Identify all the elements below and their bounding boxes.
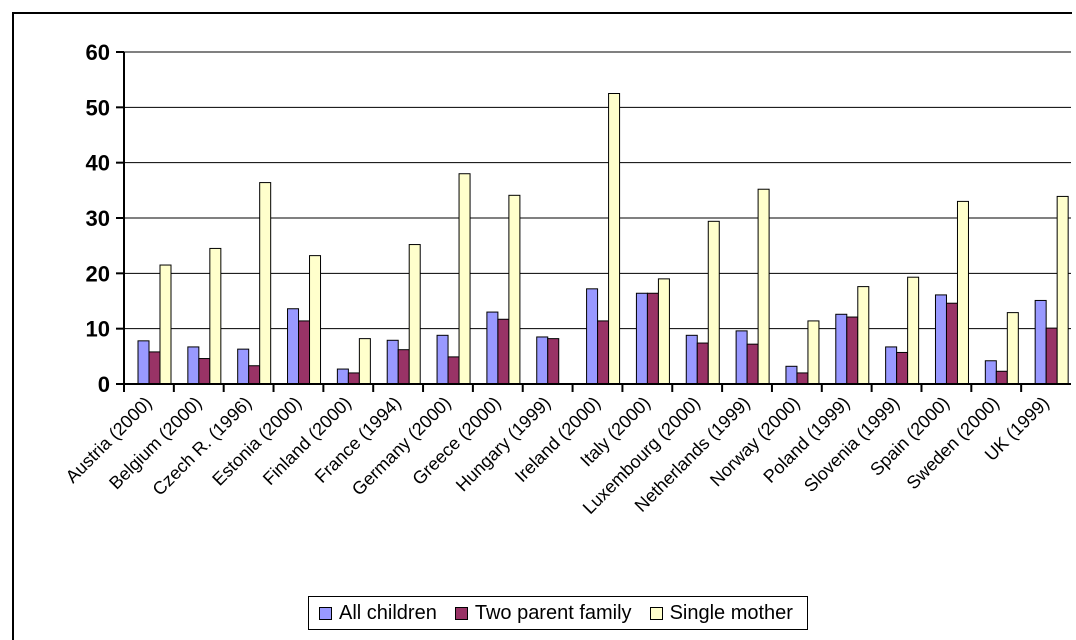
- x-tick-label: Norway (2000): [706, 393, 804, 491]
- y-tick-label: 40: [86, 151, 110, 176]
- bar-two-parent-family: [597, 320, 610, 385]
- bar-single-mother: [807, 320, 820, 385]
- bar-two-parent-family: [547, 338, 560, 385]
- y-tick-labels: 0 10 20 30 40 50 60: [86, 40, 110, 397]
- bar-all-children: [536, 336, 549, 385]
- bar-all-children: [685, 334, 698, 385]
- legend-item-two-parent-family: Two parent family: [454, 601, 632, 625]
- bar-all-children: [436, 334, 449, 385]
- bar-single-mother: [707, 220, 720, 385]
- y-tick-label: 20: [86, 261, 110, 286]
- legend-swatch-all-children: [319, 606, 332, 620]
- bar-single-mother: [209, 247, 222, 385]
- bar-single-mother: [657, 278, 670, 385]
- bar-all-children: [1034, 299, 1047, 385]
- axes: [116, 51, 1071, 392]
- bar-two-parent-family: [796, 372, 809, 385]
- x-tick-labels: Austria (2000)Belgium (2000)Czech R. (19…: [62, 393, 1053, 518]
- bar-two-parent-family: [248, 365, 261, 385]
- x-tick-label: Greece (2000): [408, 393, 504, 489]
- legend-item-all-children: All children: [319, 602, 437, 625]
- y-tick-label: 10: [86, 317, 110, 342]
- legend-label-single-mother: Single mother: [669, 601, 793, 624]
- bar-all-children: [137, 340, 150, 385]
- bar-all-children: [237, 348, 250, 385]
- bar-single-mother: [956, 200, 969, 385]
- bar-two-parent-family: [1045, 327, 1058, 385]
- bars-group: [137, 93, 1069, 385]
- bar-single-mother: [857, 286, 870, 385]
- bar-all-children: [735, 330, 748, 385]
- bar-single-mother: [1006, 312, 1019, 385]
- legend-item-single-mother: Single mother: [649, 601, 793, 625]
- bar-two-parent-family: [397, 349, 410, 385]
- bar-all-children: [486, 311, 499, 385]
- bar-all-children: [885, 346, 898, 385]
- bar-two-parent-family: [846, 316, 859, 385]
- bar-two-parent-family: [746, 343, 759, 385]
- bar-single-mother: [259, 182, 272, 385]
- bar-two-parent-family: [646, 292, 659, 385]
- bar-all-children: [336, 368, 349, 385]
- bar-two-parent-family: [148, 351, 161, 385]
- bar-two-parent-family: [298, 320, 311, 385]
- bar-single-mother: [907, 276, 920, 385]
- bar-all-children: [785, 365, 798, 385]
- bar-all-children: [287, 308, 300, 385]
- y-tick-label: 30: [86, 206, 110, 231]
- bar-two-parent-family: [696, 342, 709, 385]
- bar-single-mother: [458, 173, 471, 385]
- legend: All children Two parent family Single mo…: [308, 596, 808, 630]
- bar-all-children: [934, 294, 947, 385]
- bar-two-parent-family: [198, 358, 211, 385]
- bar-single-mother: [408, 244, 421, 385]
- bar-two-parent-family: [896, 351, 909, 385]
- legend-label-two-parent-family: Two parent family: [474, 601, 632, 624]
- bar-all-children: [586, 288, 599, 385]
- x-tick-label: Austria (2000): [62, 393, 156, 487]
- bar-single-mother: [608, 93, 621, 385]
- bar-all-children: [835, 313, 848, 385]
- bar-all-children: [386, 339, 399, 385]
- y-tick-label: 50: [86, 95, 110, 120]
- bar-single-mother: [508, 194, 521, 385]
- legend-label-all-children: All children: [339, 601, 437, 624]
- bar-two-parent-family: [945, 302, 958, 385]
- x-tick-label: Poland (1999): [759, 393, 853, 487]
- bar-two-parent-family: [447, 356, 460, 385]
- bar-two-parent-family: [347, 372, 360, 385]
- bar-all-children: [984, 360, 997, 385]
- bar-single-mother: [358, 338, 371, 385]
- legend-swatch-single-mother: [649, 606, 663, 620]
- y-tick-label: 60: [86, 40, 110, 65]
- bar-two-parent-family: [497, 318, 510, 385]
- bar-two-parent-family: [995, 370, 1008, 385]
- bar-all-children: [187, 346, 200, 385]
- chart-frame: [12, 12, 1072, 640]
- bar-single-mother: [309, 255, 322, 385]
- x-tick-label: Finland (2000): [259, 393, 355, 489]
- bar-all-children: [635, 292, 648, 385]
- legend-swatch-two-parent-family: [454, 606, 468, 620]
- x-tick-label: Estonia (2000): [208, 393, 305, 490]
- bar-single-mother: [159, 264, 172, 385]
- bar-single-mother: [1056, 195, 1069, 385]
- bar-single-mother: [757, 188, 770, 385]
- y-tick-label: 0: [98, 372, 110, 397]
- x-tick-label: France (1994): [311, 393, 405, 487]
